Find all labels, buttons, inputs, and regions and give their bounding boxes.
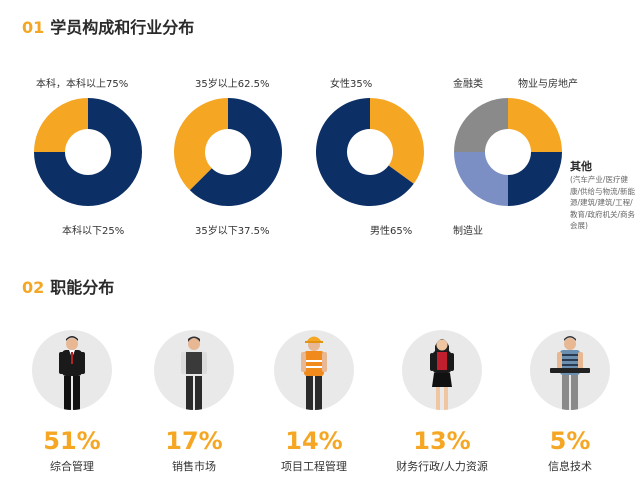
- function-label: 综合管理: [50, 460, 94, 473]
- donut4-slice-1: [508, 98, 562, 152]
- donut4-slice-3: [454, 152, 508, 206]
- function-percent: 13%: [413, 427, 471, 455]
- donut4-slice-4: [454, 98, 508, 152]
- chart4-label-finance: 金融类: [453, 79, 483, 90]
- function-item-sales: 17% 销售市场: [139, 330, 249, 474]
- chart4-label-manufacturing: 制造业: [453, 226, 483, 237]
- function-percent: 14%: [285, 427, 343, 455]
- function-label: 销售市场: [172, 460, 216, 473]
- function-item-finance-hr: 13% 财务行政/人力资源: [387, 330, 497, 474]
- office-woman-icon: [402, 330, 482, 410]
- section-number: 01: [22, 18, 45, 37]
- chart4-other-note: (汽车产业/医疗健康/供给与物流/新能源/建筑/建筑/工程/教育/政府机关/商务…: [570, 175, 636, 230]
- engineer-icon: [274, 330, 354, 410]
- section-title-functions: 02 职能分布: [22, 274, 114, 298]
- chart1-label-upper: 本科，本科以上75%: [36, 79, 129, 90]
- chart3-label-upper: 女性35%: [330, 79, 373, 90]
- businessman-icon: [32, 330, 112, 410]
- section-title-text: 职能分布: [50, 278, 115, 297]
- donut2-slice-1: [189, 98, 282, 207]
- donut-charts: [34, 98, 562, 207]
- chart3-label-lower: 男性65%: [370, 226, 413, 237]
- section-title-text: 学员构成和行业分布: [50, 18, 195, 37]
- section-title-composition: 01 学员构成和行业分布: [22, 14, 194, 38]
- donut4-slice-2: [508, 152, 562, 206]
- function-percent: 51%: [43, 427, 101, 455]
- it-worker-icon: [530, 330, 610, 410]
- donut2-slice-2: [174, 98, 228, 191]
- donut3-slice-2: [316, 98, 414, 206]
- donut3-slice-1: [370, 98, 424, 184]
- function-label: 项目工程管理: [281, 460, 347, 473]
- salesman-icon: [154, 330, 234, 410]
- chart2-label-upper: 35岁以上62.5%: [195, 79, 270, 90]
- function-percent: 17%: [165, 427, 223, 455]
- function-label: 信息技术: [548, 460, 592, 473]
- chart4-label-realestate: 物业与房地产: [518, 79, 578, 90]
- function-percent: 5%: [549, 427, 591, 455]
- donut1-slice-1: [34, 98, 142, 206]
- chart2-label-lower: 35岁以下37.5%: [195, 226, 270, 237]
- function-item-management: 51% 综合管理: [17, 330, 127, 474]
- function-label: 财务行政/人力资源: [396, 460, 488, 473]
- chart1-label-lower: 本科以下25%: [62, 226, 125, 237]
- section-number: 02: [22, 278, 45, 297]
- chart4-label-other: 其他: [570, 160, 592, 173]
- function-item-it: 5% 信息技术: [515, 330, 625, 474]
- function-item-engineering: 14% 项目工程管理: [259, 330, 369, 474]
- donut1-slice-2: [34, 98, 88, 152]
